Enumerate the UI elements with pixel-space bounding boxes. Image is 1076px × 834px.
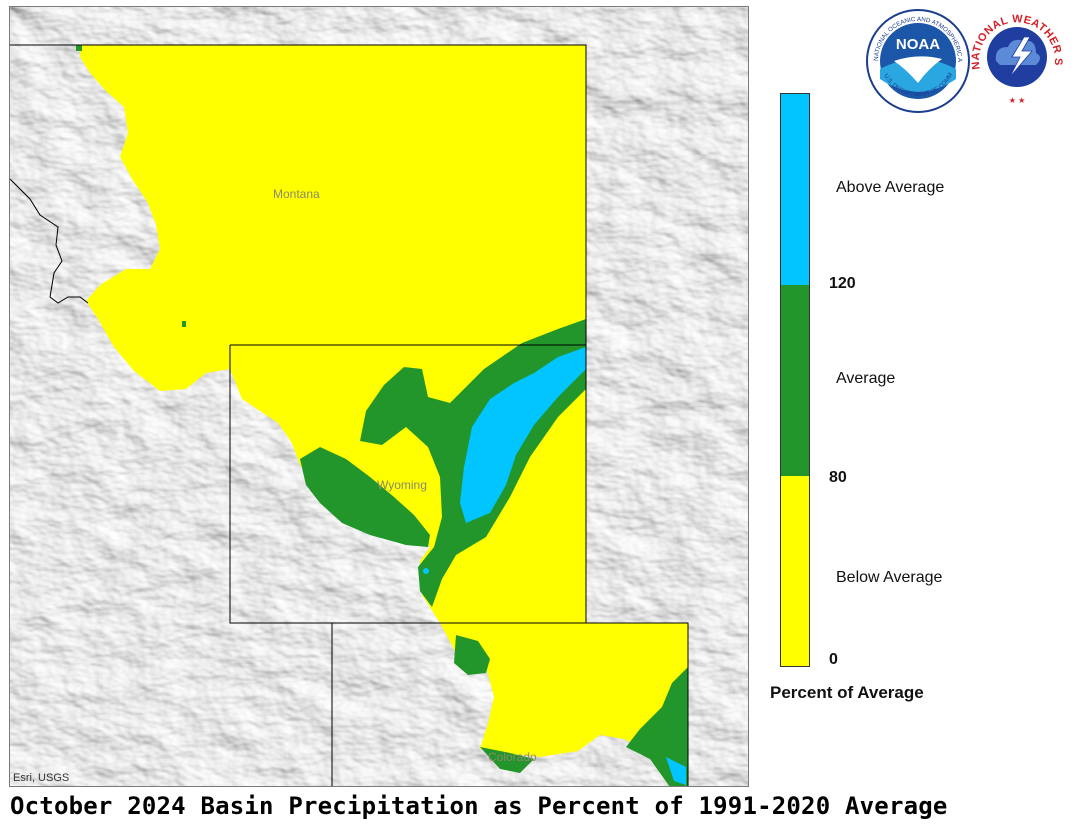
state-boundary-montana [10, 44, 587, 345]
legend-swatch-above [781, 94, 809, 285]
svg-text:★ ★: ★ ★ [1009, 96, 1026, 105]
map-title: October 2024 Basin Precipitation as Perc… [10, 792, 948, 820]
basin-colorado-average-west [454, 635, 490, 675]
svg-text:NOAA: NOAA [896, 36, 940, 53]
state-boundary-idaho [10, 178, 89, 304]
basin-colorado-above [666, 757, 686, 785]
basin-colorado-below [440, 623, 688, 777]
basin-colorado-average-south [480, 747, 534, 773]
legend-label-above: Above Average [836, 179, 945, 196]
legend-color-bar [780, 93, 810, 667]
basin-colorado-average-east [626, 667, 688, 786]
legend-tick-80: 80 [829, 469, 847, 486]
state-label-montana: Montana [273, 187, 320, 201]
noaa-logo-icon: NOAA NATIONAL OCEANIC AND ATMOSPHERIC AD… [863, 4, 970, 113]
legend-label-below: Below Average [836, 569, 943, 586]
state-label-wyoming: Wyoming [377, 478, 427, 492]
legend-swatch-below [781, 476, 809, 666]
basin-wyoming-average-west [300, 447, 430, 547]
legend-tick-0: 0 [829, 651, 838, 668]
map-frame[interactable]: Montana Wyoming Colorado Esri, USGS [9, 6, 749, 787]
basin-speck [76, 45, 82, 51]
legend-swatch-average [781, 285, 809, 476]
map-canvas[interactable] [10, 7, 749, 787]
basin-wyoming-above [460, 347, 586, 523]
basin-speck [182, 321, 186, 327]
map-credit: Esri, USGS [13, 772, 70, 784]
state-boundary-colorado [332, 622, 689, 786]
legend-label-average: Average [836, 370, 896, 387]
nws-logo-icon: NATIONAL WEATHER SERVICE ★ ★ [966, 0, 1064, 107]
legend-unit-label: Percent of Average [770, 683, 924, 702]
legend-tick-120: 120 [829, 275, 856, 292]
basin-small-above [423, 568, 429, 574]
state-label-colorado: Colorado [488, 750, 537, 764]
basin-montana-below [80, 45, 586, 391]
